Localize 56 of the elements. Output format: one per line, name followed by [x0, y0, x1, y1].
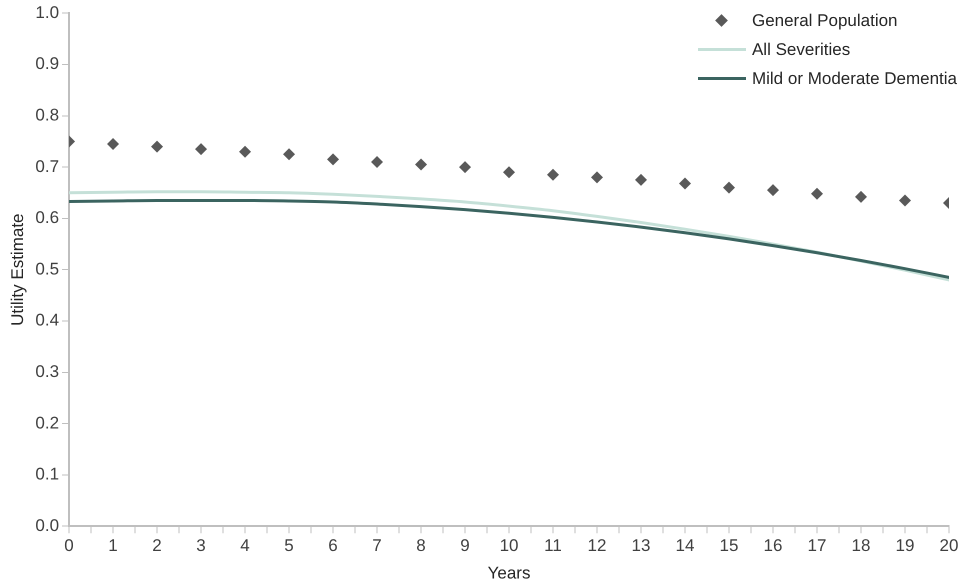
x-tick-label: 10: [500, 536, 518, 556]
y-tick-label: 0.8: [35, 105, 60, 124]
x-tick-label: 2: [152, 536, 162, 556]
x-axis-title: Years: [488, 563, 530, 582]
x-tick-label: 7: [372, 536, 382, 556]
legend-label: All Severities: [752, 40, 850, 60]
y-tick-label: 0.2: [35, 413, 60, 432]
x-tick-label: 8: [416, 536, 426, 556]
y-axis-title: Utility Estimate: [8, 213, 27, 326]
y-tick-label: 0.6: [35, 208, 60, 228]
point: [855, 190, 868, 203]
x-tick-label: 1: [108, 536, 118, 556]
x-tick-label: 16: [764, 536, 782, 556]
point: [107, 138, 120, 150]
point: [415, 158, 428, 171]
x-tick-label: 18: [852, 536, 870, 556]
x-tick-label: 3: [196, 536, 206, 556]
x-tick-label: 20: [940, 536, 958, 556]
y-tick-label: 0.3: [35, 362, 60, 381]
point: [679, 178, 692, 190]
x-tick-label: 17: [808, 536, 826, 556]
point: [635, 174, 648, 186]
y-tick-label: 0.5: [35, 259, 60, 278]
point: [723, 182, 736, 194]
point: [371, 156, 384, 168]
point: [503, 166, 516, 178]
y-tick-label: 0.0: [35, 516, 60, 535]
x-tick-label: 4: [240, 536, 250, 556]
point: [547, 168, 560, 181]
x-tick-label: 12: [588, 536, 606, 556]
x-tick-label: 13: [632, 536, 650, 556]
point: [327, 153, 340, 166]
x-tick-label: 5: [284, 536, 294, 556]
point: [151, 140, 164, 153]
point: [195, 143, 208, 156]
x-tick-label: 0: [64, 536, 74, 556]
point: [239, 146, 252, 158]
point: [591, 171, 604, 184]
y-tick-label: 0.9: [35, 54, 60, 74]
x-tick-label: 14: [676, 536, 694, 556]
point: [811, 188, 824, 200]
x-tick-label: 15: [720, 536, 738, 556]
y-tick-label: 0.4: [35, 310, 60, 330]
x-tick-label: 19: [896, 536, 914, 556]
x-tick-label: 9: [460, 536, 470, 556]
y-tick-label: 1.0: [35, 2, 60, 22]
x-tick-label: 11: [544, 536, 562, 556]
point: [767, 184, 780, 196]
legend-label: General Population: [752, 10, 898, 30]
x-tick-label: 6: [328, 536, 338, 556]
point: [283, 148, 296, 160]
y-tick-label: 0.1: [35, 464, 60, 484]
point: [899, 194, 911, 206]
y-tick-label: 0.7: [35, 156, 60, 176]
legend-label: Mild or Moderate Dementia: [752, 68, 957, 88]
point: [459, 161, 472, 174]
